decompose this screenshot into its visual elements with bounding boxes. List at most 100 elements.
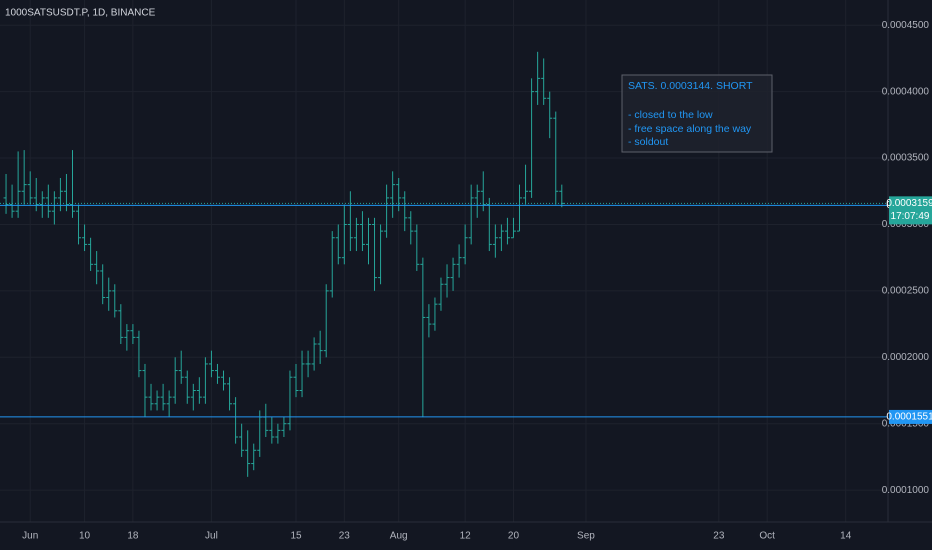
countdown: 17:07:49 (891, 211, 930, 222)
ohlc-bar (480, 171, 486, 212)
x-tick-label: 10 (79, 531, 91, 542)
ohlc-bar (510, 217, 516, 239)
ohlc-bar (317, 330, 323, 364)
ohlc-bar (214, 363, 220, 384)
ohlc-bar (347, 191, 353, 252)
y-tick-label: 0.0003000 (882, 219, 930, 230)
ohlc-bar (492, 224, 498, 258)
ohlc-bar (365, 217, 371, 265)
annotation-line: - closed to the low (628, 109, 713, 121)
ohlc-bar (76, 204, 82, 245)
ohlc-bar (88, 237, 94, 271)
ohlc-bar (517, 184, 523, 232)
ohlc-bar (196, 377, 202, 404)
ohlc-bar (378, 224, 384, 285)
ohlc-bar (190, 383, 196, 411)
ohlc-bar (148, 383, 154, 411)
ohlc-bar (287, 370, 293, 431)
ohlc-bar (462, 224, 468, 265)
ohlc-bar (45, 184, 51, 218)
y-tick-label: 0.0003500 (882, 153, 930, 164)
ohlc-bar (136, 330, 142, 378)
ohlc-bar (51, 191, 57, 225)
x-tick-label: 18 (127, 531, 139, 542)
ohlc-bar (450, 257, 456, 291)
ohlc-bar (239, 423, 245, 457)
y-tick-label: 0.0001000 (882, 485, 930, 496)
ohlc-bar (118, 304, 124, 345)
ohlc-bar (547, 91, 553, 139)
x-tick-label: 23 (713, 531, 725, 542)
ohlc-bar (154, 390, 160, 411)
ohlc-bar (335, 224, 341, 265)
annotation-line: - soldout (628, 136, 668, 148)
annotation-box (621, 74, 773, 153)
ohlc-bar (341, 204, 347, 265)
ohlc-bar (420, 257, 426, 418)
ohlc-bar (438, 277, 444, 311)
x-tick-label: 14 (840, 531, 852, 542)
ohlc-bar (535, 51, 541, 105)
ohlc-bar (281, 417, 287, 437)
ohlc-bar (504, 217, 510, 245)
ohlc-bar (384, 184, 390, 238)
price-label: 0.0001551 (886, 412, 932, 423)
ohlc-bar (414, 224, 420, 271)
ohlc-bar (456, 244, 462, 278)
ohlc-bar (275, 423, 281, 444)
ohlc-bar (142, 363, 148, 418)
ohlc-bar (160, 383, 166, 411)
ohlc-bar (426, 304, 432, 338)
ohlc-bar (172, 357, 178, 404)
ohlc-bar (541, 58, 547, 105)
axes: 0.0004500 0.0004000 0.0003500 0.0003000 0.00… (22, 20, 932, 542)
annotation-line: - free space along the way (628, 123, 752, 135)
ohlc-bar (311, 337, 317, 371)
price-label-box (889, 409, 932, 424)
x-tick-label: 12 (460, 531, 472, 542)
ohlc-bar (408, 211, 414, 245)
ohlc-bar (245, 430, 251, 477)
ohlc-bar (106, 277, 112, 311)
ohlc-bar (82, 224, 88, 252)
x-tick-label: Oct (759, 531, 775, 542)
ohlc-bar (251, 443, 257, 471)
ohlc-bar (15, 151, 21, 218)
annotation-line: SATS. 0.0003144. SHORT (628, 80, 753, 92)
ohlc-bar (202, 357, 208, 404)
ohlc-bar (474, 184, 480, 218)
ohlc-bar (221, 370, 227, 391)
ohlc-bar (9, 184, 15, 218)
ohlc-bar (166, 390, 172, 418)
last-price-box (889, 196, 932, 225)
y-tick-label: 0.0002000 (882, 352, 930, 363)
ohlc-bar (27, 171, 33, 205)
chart-title: 1000SATSUSDT.P, 1D, BINANCE (5, 8, 156, 19)
ohlc-bar (486, 197, 492, 252)
ohlc-bar (178, 350, 184, 384)
ohlc-bar (94, 251, 100, 285)
ohlc-bar (529, 78, 535, 198)
ohlc-bar (329, 231, 335, 298)
x-tick-label: 20 (508, 531, 520, 542)
ohlc-bar (227, 377, 233, 411)
y-tick-label: 0.0002500 (882, 286, 930, 297)
ohlc-bar (112, 284, 118, 318)
x-tick-label: Sep (577, 531, 595, 542)
ohlc-bar (21, 150, 27, 205)
y-tick-label: 0.0004500 (882, 20, 930, 31)
plot (0, 51, 888, 477)
ohlc-bar (359, 211, 365, 252)
ohlc-bar (498, 224, 504, 252)
ohlc-bar (39, 191, 45, 218)
ohlc-bar (432, 297, 438, 331)
ohlc-bar (468, 184, 474, 245)
ohlc-bar (390, 171, 396, 218)
x-tick-label: Aug (390, 531, 408, 542)
ohlc-bar (100, 264, 106, 305)
ohlc-bar (372, 217, 378, 291)
annotation: SATS. 0.0003144. SHORT - closed to the lo… (621, 74, 773, 153)
x-tick-label: Jul (205, 531, 218, 542)
